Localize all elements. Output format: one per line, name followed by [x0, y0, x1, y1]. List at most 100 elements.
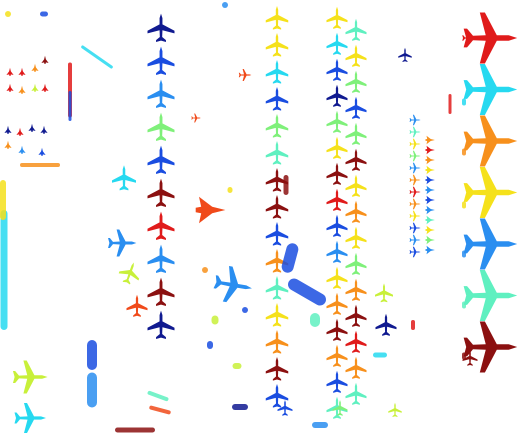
airplane-icon: [345, 304, 367, 327]
mask-fragment: [373, 352, 387, 358]
mask-fragment: [462, 148, 466, 156]
airplane-icon: [463, 115, 518, 167]
mask-fragment: [20, 163, 60, 167]
airplane-icon: [326, 344, 348, 367]
mask-fragment: [288, 278, 326, 306]
airplane-icon: [18, 145, 26, 154]
airplane-icon: [38, 147, 46, 156]
airplane-icon: [326, 84, 348, 107]
airplane-icon: [388, 402, 402, 417]
airplane-icon: [147, 79, 175, 108]
airplane-icon: [345, 18, 367, 41]
mask-fragment: [81, 45, 113, 69]
airplane-icon: [265, 114, 289, 138]
mask-fragment: [462, 98, 466, 106]
airplane-icon: [345, 252, 367, 275]
airplane-icon: [409, 138, 421, 150]
airplane-icon: [147, 211, 175, 240]
airplane-icon: [108, 229, 137, 257]
airplane-icon: [147, 244, 175, 273]
airplane-icon: [375, 313, 397, 336]
airplane-icon: [409, 186, 421, 198]
mask-fragment: [147, 390, 169, 402]
airplane-icon: [265, 222, 289, 246]
mask-fragment: [40, 11, 48, 17]
airplane-icon: [147, 277, 175, 306]
airplane-icon: [345, 356, 367, 379]
airplane-icon: [41, 55, 49, 64]
airplane-icon: [425, 235, 435, 245]
mask-fragment: [462, 301, 466, 309]
airplane-icon: [398, 47, 412, 62]
airplane-icon: [112, 165, 136, 191]
airplane-icon: [345, 174, 367, 197]
mask-fragment: [232, 363, 242, 369]
airplane-icon: [265, 60, 289, 84]
mask-fragment: [310, 313, 320, 327]
mask-fragment: [0, 180, 6, 220]
airplane-icon: [409, 246, 421, 258]
airplane-icon: [326, 292, 348, 315]
airplane-icon: [463, 218, 518, 270]
airplane-icon: [425, 155, 435, 165]
airplane-icon: [345, 200, 367, 223]
airplane-icon: [265, 33, 289, 57]
mask-fragment: [87, 340, 97, 370]
airplane-icon: [41, 83, 49, 92]
mask-fragment: [411, 320, 415, 330]
airplane-icon: [6, 83, 14, 92]
airplane-icon: [211, 264, 256, 307]
airplane-icon: [409, 162, 421, 174]
mask-fragment: [462, 250, 466, 258]
airplane-icon: [345, 96, 367, 119]
mask-fragment: [242, 307, 248, 313]
airplane-icon: [116, 258, 144, 287]
mask-fragment: [202, 267, 208, 273]
airplane-icon: [425, 225, 435, 235]
airplane-icon: [326, 110, 348, 133]
mask-fragment: [462, 201, 466, 209]
airplane-icon: [14, 403, 46, 433]
airplane-icon: [6, 67, 14, 76]
airplane-icon: [265, 6, 289, 30]
airplane-icon: [409, 174, 421, 186]
mask-fragment: [232, 404, 248, 410]
mask-fragment: [207, 341, 213, 349]
airplane-icon: [463, 270, 518, 321]
airplane-icon: [265, 276, 289, 300]
airplane-icon: [409, 210, 421, 222]
airplane-icon: [326, 32, 348, 55]
mask-fragment: [68, 91, 72, 121]
airplane-icon: [425, 175, 435, 185]
airplane-icon: [326, 240, 348, 263]
mask-fragment: [227, 187, 233, 193]
airplane-icon: [409, 234, 421, 246]
airplane-icon: [147, 310, 175, 339]
mask-fragment: [0, 210, 8, 330]
airplane-icon: [195, 196, 226, 224]
mask-fragment: [462, 352, 466, 360]
airplane-icon: [326, 136, 348, 159]
airplane-icon: [425, 145, 435, 155]
airplane-icon: [4, 125, 12, 134]
airplane-icon: [147, 13, 175, 42]
mask-fragment: [115, 427, 155, 433]
airplane-icon: [409, 198, 421, 210]
airplane-icon: [18, 85, 26, 94]
airplane-icon: [345, 226, 367, 249]
airplane-icon: [18, 67, 26, 76]
airplane-icon: [28, 123, 36, 132]
airplane-icon: [345, 382, 367, 405]
airplane-icon: [265, 330, 289, 354]
airplane-icon: [40, 125, 48, 134]
airplane-icon: [326, 266, 348, 289]
mask-fragment: [448, 94, 452, 114]
airplane-icon: [425, 195, 435, 205]
airplane-icon: [375, 283, 393, 303]
airplane-icon: [4, 140, 12, 149]
airplane-icon: [126, 294, 148, 317]
airplane-icon: [409, 150, 421, 162]
airplane-icon: [345, 330, 367, 353]
airplane-icon: [147, 145, 175, 174]
